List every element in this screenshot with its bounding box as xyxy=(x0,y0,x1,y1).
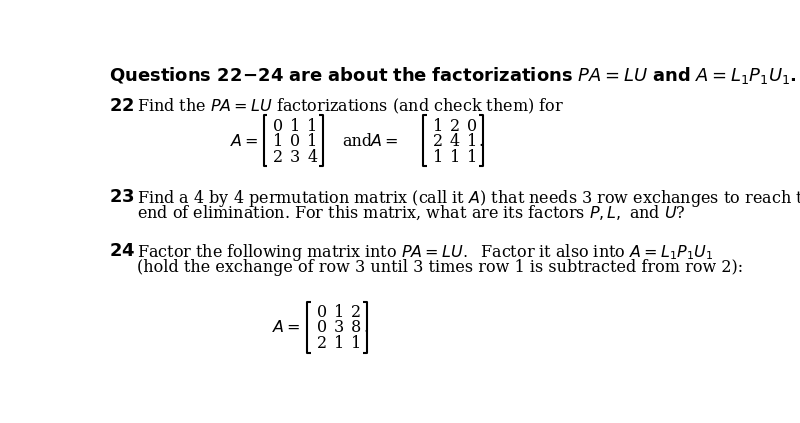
Text: 1: 1 xyxy=(350,335,361,352)
Text: 1: 1 xyxy=(467,148,477,165)
Text: 4: 4 xyxy=(450,133,460,150)
Text: Find a 4 by 4 permutation matrix (call it $A$) that needs 3 row exchanges to rea: Find a 4 by 4 permutation matrix (call i… xyxy=(138,188,800,209)
Text: 0: 0 xyxy=(317,304,326,321)
Text: 4: 4 xyxy=(307,148,318,165)
Text: 3: 3 xyxy=(290,148,301,165)
Text: 1: 1 xyxy=(334,335,344,352)
Text: 1: 1 xyxy=(273,133,283,150)
Text: $\mathbf{23}$: $\mathbf{23}$ xyxy=(110,188,135,206)
Text: .: . xyxy=(478,133,483,150)
Text: 1: 1 xyxy=(290,118,301,135)
Text: $\mathbf{22}$: $\mathbf{22}$ xyxy=(110,97,134,115)
Text: $A =$: $A =$ xyxy=(370,133,398,150)
Text: 2: 2 xyxy=(450,118,460,135)
Text: 1: 1 xyxy=(307,118,318,135)
Text: .: . xyxy=(363,319,369,336)
Text: 3: 3 xyxy=(334,319,344,336)
Text: 2: 2 xyxy=(433,133,443,150)
Text: (hold the exchange of row 3 until 3 times row 1 is subtracted from row 2):: (hold the exchange of row 3 until 3 time… xyxy=(138,258,743,276)
Text: 0: 0 xyxy=(467,118,477,135)
Text: end of elimination. For this matrix, what are its factors $P, L,$ and $U$?: end of elimination. For this matrix, wha… xyxy=(138,204,686,222)
Text: 0: 0 xyxy=(273,118,283,135)
Text: 1: 1 xyxy=(433,148,443,165)
Text: $A =$: $A =$ xyxy=(272,319,301,336)
Text: 1: 1 xyxy=(307,133,318,150)
Text: $\mathbf{24}$: $\mathbf{24}$ xyxy=(110,242,135,260)
Text: 0: 0 xyxy=(290,133,300,150)
Text: 1: 1 xyxy=(433,118,443,135)
Text: 1: 1 xyxy=(467,133,477,150)
Text: $A =$: $A =$ xyxy=(230,133,259,150)
Text: 2: 2 xyxy=(273,148,283,165)
Text: and: and xyxy=(342,133,372,150)
Text: 2: 2 xyxy=(350,304,361,321)
Text: Factor the following matrix into $PA = LU.$  Factor it also into $A = L_1 P_1 U_: Factor the following matrix into $PA = L… xyxy=(138,242,714,263)
Text: Find the $\mathit{PA} = \mathit{LU}$ factorizations (and check them) for: Find the $\mathit{PA} = \mathit{LU}$ fac… xyxy=(138,97,564,116)
Text: 1: 1 xyxy=(450,148,460,165)
Text: 1: 1 xyxy=(334,304,344,321)
Text: 8: 8 xyxy=(350,319,361,336)
Text: $\mathbf{Questions\ 22\!-\!24\ are\ about\ the\ factorizations\ }PA = LU\mathbf{: $\mathbf{Questions\ 22\!-\!24\ are\ abou… xyxy=(110,65,797,85)
Text: 2: 2 xyxy=(317,335,326,352)
Text: 0: 0 xyxy=(317,319,326,336)
